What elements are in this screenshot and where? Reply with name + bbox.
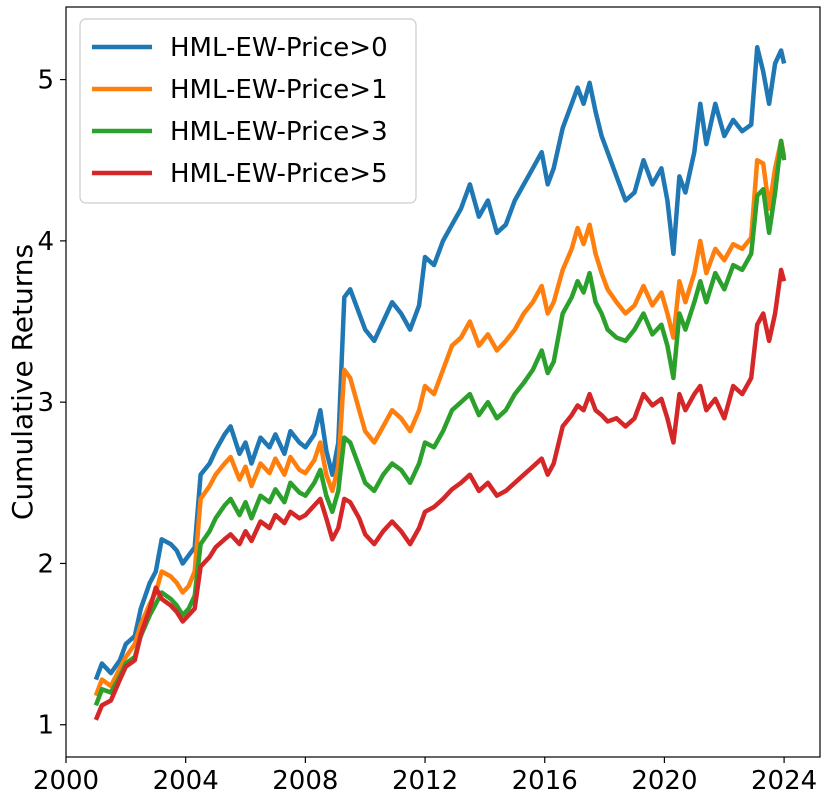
- y-tick-label: 3: [37, 388, 54, 418]
- y-tick-label: 5: [37, 66, 54, 96]
- y-axis-title: Cumulative Returns: [6, 244, 39, 520]
- x-tick-label: 2016: [512, 766, 578, 796]
- x-tick-label: 2024: [751, 766, 817, 796]
- legend-box: [79, 18, 417, 204]
- y-axis: 1 2 3 4 5: [37, 66, 66, 741]
- legend-label-2: HML-EW-Price>1: [170, 75, 388, 105]
- series-layer: [93, 45, 787, 721]
- x-tick-label: 2020: [631, 766, 697, 796]
- series-line-2: [93, 138, 787, 697]
- y-tick-label: 2: [37, 549, 54, 579]
- y-tick-label: 4: [37, 227, 54, 257]
- legend-label-3: HML-EW-Price>3: [170, 117, 388, 147]
- legend-label-4: HML-EW-Price>5: [170, 159, 388, 189]
- x-tick-label: 2008: [272, 766, 338, 796]
- x-tick-label: 2004: [153, 766, 219, 796]
- legend-label-1: HML-EW-Price>0: [170, 33, 388, 63]
- x-axis: 2000 2004 2008 2012 2016 2020 2024: [33, 757, 817, 796]
- x-tick-label: 2000: [33, 766, 99, 796]
- series-line-1: [93, 45, 787, 681]
- y-tick-label: 1: [37, 711, 54, 741]
- plot-frame: [65, 6, 821, 758]
- series-line-3: [93, 138, 787, 707]
- x-tick-label: 2012: [392, 766, 458, 796]
- legend: HML-EW-Price>0 HML-EW-Price>1 HML-EW-Price…: [79, 18, 417, 204]
- series-line-4: [93, 267, 787, 721]
